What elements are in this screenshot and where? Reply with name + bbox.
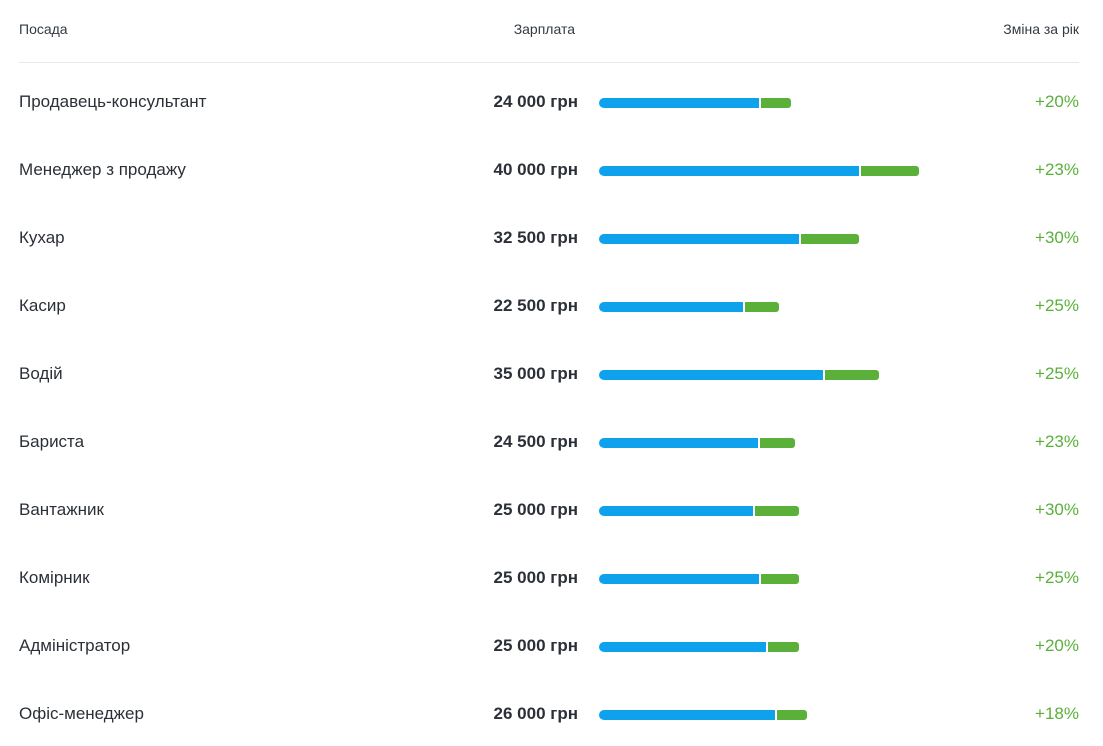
salary-increase-bar-segment bbox=[761, 574, 799, 584]
salary-bar bbox=[599, 506, 799, 516]
position-name: Менеджер з продажу bbox=[19, 160, 186, 179]
column-header-position[interactable]: Посада bbox=[19, 21, 68, 37]
yearly-change-value: +20% bbox=[1035, 636, 1079, 655]
table-row[interactable]: Комірник 25 000 грн +25% bbox=[19, 564, 1079, 594]
bar-separator bbox=[759, 98, 761, 108]
salary-increase-bar-segment bbox=[768, 642, 799, 652]
yearly-change-value: +23% bbox=[1035, 432, 1079, 451]
salary-increase-bar-segment bbox=[825, 370, 879, 380]
yearly-change-value: +30% bbox=[1035, 228, 1079, 247]
bar-separator bbox=[753, 506, 755, 516]
salary-bar bbox=[599, 166, 919, 176]
previous-salary-bar-segment bbox=[599, 302, 743, 312]
table-row[interactable]: Офіс-менеджер 26 000 грн +18% bbox=[19, 700, 1079, 730]
previous-salary-bar-segment bbox=[599, 710, 775, 720]
position-name: Офіс-менеджер bbox=[19, 704, 144, 723]
table-row[interactable]: Адміністратор 25 000 грн +20% bbox=[19, 632, 1079, 662]
bar-separator bbox=[758, 438, 760, 448]
salary-value: 22 500 грн bbox=[493, 296, 578, 315]
bar-separator bbox=[766, 642, 768, 652]
previous-salary-bar-segment bbox=[599, 234, 799, 244]
position-name: Водій bbox=[19, 364, 63, 383]
salary-value: 24 500 грн bbox=[493, 432, 578, 451]
yearly-change-value: +25% bbox=[1035, 296, 1079, 315]
bar-separator bbox=[823, 370, 825, 380]
salary-bar bbox=[599, 574, 799, 584]
salary-increase-bar-segment bbox=[761, 98, 791, 108]
table-row[interactable]: Менеджер з продажу 40 000 грн +23% bbox=[19, 156, 1079, 186]
yearly-change-value: +30% bbox=[1035, 500, 1079, 519]
bar-separator bbox=[759, 574, 761, 584]
salary-value: 24 000 грн bbox=[493, 92, 578, 111]
position-name: Кухар bbox=[19, 228, 65, 247]
salary-value: 25 000 грн bbox=[493, 500, 578, 519]
salary-bar bbox=[599, 98, 791, 108]
position-name: Адміністратор bbox=[19, 636, 131, 655]
position-name: Вантажник bbox=[19, 500, 104, 519]
salary-value: 25 000 грн bbox=[493, 636, 578, 655]
previous-salary-bar-segment bbox=[599, 370, 823, 380]
position-name: Бариста bbox=[19, 432, 85, 451]
table-row[interactable]: Касир 22 500 грн +25% bbox=[19, 292, 1079, 322]
salary-value: 25 000 грн bbox=[493, 568, 578, 587]
yearly-change-value: +20% bbox=[1035, 92, 1079, 111]
bar-separator bbox=[799, 234, 801, 244]
salary-bar bbox=[599, 642, 799, 652]
column-header-change[interactable]: Зміна за рік bbox=[1003, 21, 1079, 37]
table-row[interactable]: Кухар 32 500 грн +30% bbox=[19, 224, 1079, 254]
position-name: Продавець-консультант bbox=[19, 92, 207, 111]
salary-bar bbox=[599, 234, 859, 244]
table-row[interactable]: Продавець-консультант 24 000 грн +20% bbox=[19, 88, 1079, 118]
yearly-change-value: +18% bbox=[1035, 704, 1079, 723]
bar-separator bbox=[743, 302, 745, 312]
salary-bar bbox=[599, 710, 807, 720]
previous-salary-bar-segment bbox=[599, 438, 758, 448]
salary-bar bbox=[599, 302, 779, 312]
salary-value: 35 000 грн bbox=[493, 364, 578, 383]
previous-salary-bar-segment bbox=[599, 574, 759, 584]
position-name: Комірник bbox=[19, 568, 90, 587]
position-name: Касир bbox=[19, 296, 66, 315]
salary-increase-bar-segment bbox=[861, 166, 919, 176]
salary-increase-bar-segment bbox=[801, 234, 859, 244]
salary-value: 26 000 грн bbox=[493, 704, 578, 723]
salary-table: Посада Зарплата Зміна за рік Продавець-к… bbox=[19, 0, 1079, 723]
previous-salary-bar-segment bbox=[599, 98, 759, 108]
table-row[interactable]: Водій 35 000 грн +25% bbox=[19, 360, 1079, 390]
salary-bar bbox=[599, 370, 879, 380]
bar-separator bbox=[859, 166, 861, 176]
salary-value: 40 000 грн bbox=[493, 160, 578, 179]
salary-increase-bar-segment bbox=[755, 506, 799, 516]
previous-salary-bar-segment bbox=[599, 642, 766, 652]
bar-separator bbox=[775, 710, 777, 720]
column-header-salary[interactable]: Зарплата bbox=[513, 21, 575, 37]
table-row[interactable]: Вантажник 25 000 грн +30% bbox=[19, 496, 1079, 526]
yearly-change-value: +25% bbox=[1035, 364, 1079, 383]
salary-value: 32 500 грн bbox=[493, 228, 578, 247]
previous-salary-bar-segment bbox=[599, 506, 753, 516]
salary-bar bbox=[599, 438, 795, 448]
salary-increase-bar-segment bbox=[777, 710, 807, 720]
previous-salary-bar-segment bbox=[599, 166, 859, 176]
salary-increase-bar-segment bbox=[745, 302, 779, 312]
salary-increase-bar-segment bbox=[760, 438, 795, 448]
yearly-change-value: +25% bbox=[1035, 568, 1079, 587]
table-row[interactable]: Бариста 24 500 грн +23% bbox=[19, 428, 1079, 458]
yearly-change-value: +23% bbox=[1035, 160, 1079, 179]
table-header: Посада Зарплата Зміна за рік bbox=[19, 0, 1079, 63]
